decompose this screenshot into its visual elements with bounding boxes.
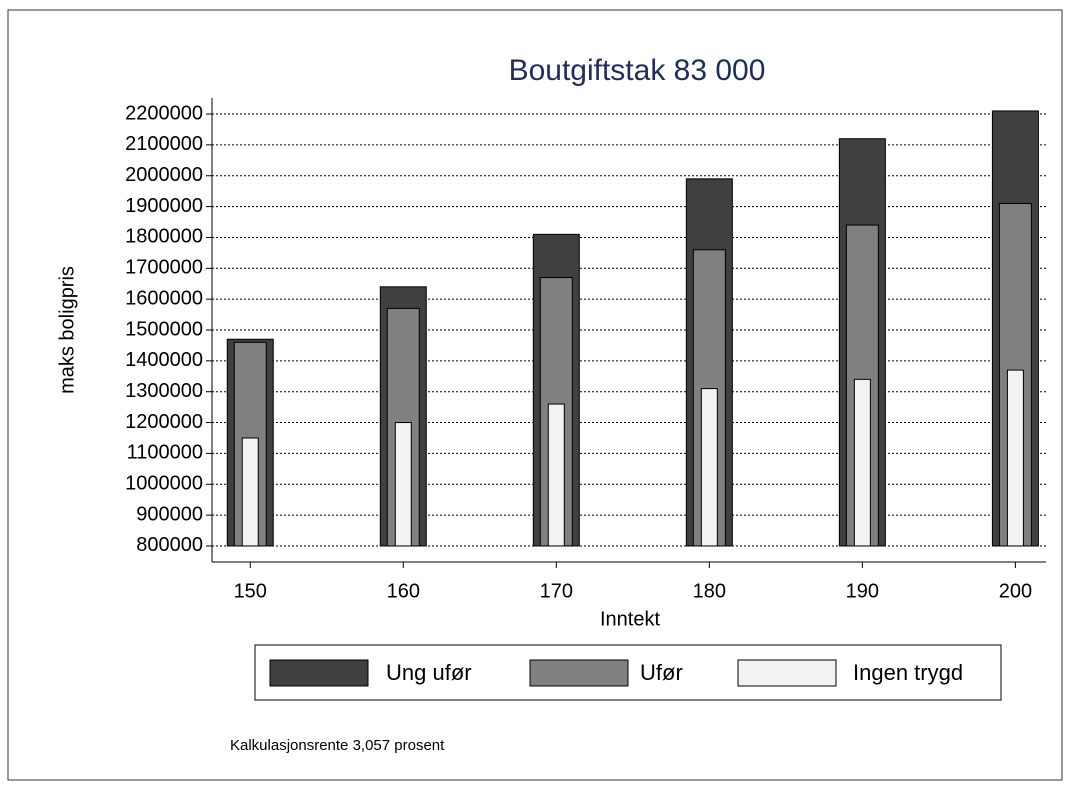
y-tick-label: 1800000	[125, 226, 203, 248]
y-tick-label: 1700000	[125, 257, 203, 279]
legend-swatch	[737, 659, 837, 687]
y-tick-label: 1900000	[125, 195, 203, 217]
x-tick-label: 170	[540, 580, 573, 602]
x-tick-label: 200	[999, 580, 1032, 602]
y-tick-label: 900000	[136, 503, 203, 525]
legend-swatch	[269, 659, 369, 687]
x-tick-label: 150	[234, 580, 267, 602]
x-axis-label: Inntekt	[600, 608, 660, 630]
y-tick-label: 2200000	[125, 102, 203, 124]
bar	[1006, 369, 1024, 547]
legend-label: Ingen trygd	[853, 660, 963, 685]
y-tick-label: 1200000	[125, 411, 203, 433]
y-tick-label: 1300000	[125, 380, 203, 402]
y-tick-label: 2000000	[125, 164, 203, 186]
bar	[241, 437, 259, 547]
bar	[394, 422, 412, 547]
note: Kalkulasjonsrente 3,057 prosent	[230, 737, 445, 754]
y-tick-label: 1100000	[127, 442, 203, 464]
chart-title: Boutgiftstak 83 000	[509, 54, 766, 87]
legend-label: Ufør	[640, 660, 683, 685]
y-axis-label: maks boligpris	[56, 266, 78, 394]
x-tick-label: 190	[846, 580, 879, 602]
y-tick-label: 800000	[136, 534, 203, 556]
y-tick-label: 1500000	[125, 318, 203, 340]
y-tick-label: 1400000	[125, 349, 203, 371]
bar	[700, 388, 718, 547]
x-tick-label: 160	[387, 580, 420, 602]
y-tick-label: 1000000	[125, 473, 203, 495]
bar	[853, 378, 871, 547]
legend-label: Ung ufør	[386, 660, 472, 685]
x-tick-label: 180	[693, 580, 726, 602]
bar	[547, 403, 565, 547]
y-tick-label: 1600000	[125, 287, 203, 309]
y-tick-label: 2100000	[125, 133, 203, 155]
legend-swatch	[529, 659, 629, 687]
